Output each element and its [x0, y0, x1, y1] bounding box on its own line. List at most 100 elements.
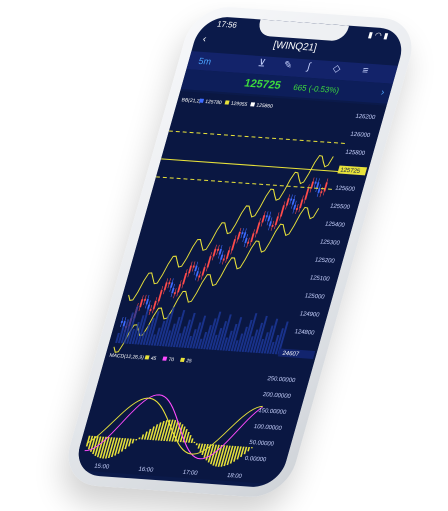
volume-bar	[214, 327, 223, 351]
price-tick: 125000	[304, 293, 326, 300]
candle	[216, 248, 220, 251]
macd-histogram-bar	[207, 444, 215, 463]
chevron-right-icon[interactable]: ›	[379, 87, 386, 99]
candle	[152, 301, 157, 310]
timeframe-button[interactable]: 5m	[197, 55, 213, 67]
price-chart[interactable]: 126200 126000 125800 125725 125600 125500 1254…	[73, 91, 387, 485]
macd-histogram-bar	[143, 431, 148, 440]
volume-bar	[219, 314, 232, 351]
macd-swatch-1	[144, 355, 150, 360]
candle	[206, 256, 212, 268]
macd-histogram-bar	[157, 421, 165, 441]
macd-histogram-bar	[146, 428, 152, 440]
macd-panel	[84, 394, 263, 467]
candle	[168, 282, 171, 285]
volume-bar	[142, 324, 151, 345]
volume-bar	[172, 310, 186, 348]
candle	[120, 320, 124, 324]
macd-histogram-bar	[138, 437, 141, 440]
price-line	[160, 158, 339, 172]
macd-histogram-bar	[94, 436, 102, 456]
volume-bar	[260, 332, 269, 354]
macd-tick: 50.00000	[248, 440, 275, 448]
candle	[139, 299, 144, 308]
candle	[304, 188, 310, 200]
price-tick: 125600	[334, 186, 356, 193]
resistance-line	[168, 130, 346, 145]
volume-bar	[167, 323, 176, 347]
macd-histogram-bar	[209, 444, 218, 465]
candle	[271, 224, 274, 227]
volume-bar	[131, 322, 140, 345]
chevron-left-icon[interactable]: ‹	[201, 33, 208, 45]
time-tick: 18:00	[226, 473, 243, 480]
volume-bar	[227, 323, 238, 352]
candle	[188, 265, 193, 274]
volume-bar	[222, 337, 229, 351]
macd-histogram-bar	[124, 438, 129, 450]
legend-1: 125780	[204, 99, 222, 106]
macd-histogram-bar	[89, 436, 96, 452]
candle	[268, 221, 272, 227]
volume-bar	[148, 311, 160, 346]
candle	[236, 231, 241, 240]
macd-histogram-bar	[185, 431, 190, 443]
volume-bar	[161, 307, 175, 347]
time-tick: 16:00	[138, 467, 155, 474]
macd-histogram-bar	[247, 446, 251, 452]
macd-histogram-bar	[160, 420, 168, 441]
price-tick: 124800	[294, 329, 316, 336]
candle	[299, 199, 304, 209]
macd-histogram-bar	[85, 435, 91, 447]
volume-bar	[139, 331, 146, 345]
candle	[255, 222, 261, 234]
volume-bar	[126, 305, 139, 344]
pencil-icon[interactable]: ✎	[282, 59, 294, 72]
volume-bar	[128, 328, 136, 344]
price-tick: 126200	[355, 114, 377, 121]
volume-bar	[150, 334, 156, 346]
menu-icon[interactable]: ≡	[360, 65, 370, 77]
macd-title: MACD(12,26,9)	[109, 353, 145, 361]
candle	[201, 267, 206, 276]
macd-histogram-bar	[190, 438, 194, 443]
candle	[173, 292, 177, 295]
macd-histogram-bar	[201, 443, 207, 456]
macd-tick: 150.00000	[257, 408, 287, 416]
macd-histogram-bar	[141, 434, 145, 440]
macd-histogram-bar	[120, 438, 127, 452]
macd-histogram-bar	[197, 443, 201, 449]
macd-legend-1: 45	[150, 356, 157, 362]
shape-icon[interactable]: ◇	[331, 63, 342, 75]
phone-screen: 17:56 ▮ ◠ ▮ ‹ [WINQ21] 5m ⊻ ✎ ∫ ◇ ≡ 1257…	[71, 15, 409, 489]
volume-bar	[247, 336, 254, 353]
candle	[265, 215, 268, 218]
macd-histogram-bar	[127, 438, 132, 447]
cart-icon[interactable]: ⊻	[256, 58, 267, 70]
volume-bar	[269, 341, 275, 354]
legend-swatch-1	[199, 98, 205, 103]
macd-histogram-bar	[99, 436, 107, 459]
volume-bar	[181, 319, 191, 348]
candle	[231, 239, 236, 251]
candle	[194, 265, 198, 272]
indicator-icon[interactable]: ∫	[305, 61, 312, 73]
candle	[316, 182, 320, 189]
volume-bars	[115, 305, 289, 355]
volume-bar	[277, 321, 289, 355]
price-tick: 125300	[319, 239, 341, 246]
candle	[171, 287, 175, 294]
volume-bar	[263, 325, 274, 354]
volume-bar	[156, 320, 166, 346]
current-price-tag	[337, 165, 368, 176]
macd-histogram-bar	[179, 426, 186, 443]
candle	[293, 204, 297, 210]
macd-histogram-bar	[233, 446, 240, 462]
volume-bar	[194, 315, 207, 349]
candle	[225, 250, 231, 259]
volume-bar	[274, 328, 284, 355]
volume-bar	[186, 335, 192, 349]
volume-bar	[178, 326, 187, 348]
macd-histogram-bar	[87, 435, 94, 450]
macd-histogram-bar	[107, 437, 116, 459]
